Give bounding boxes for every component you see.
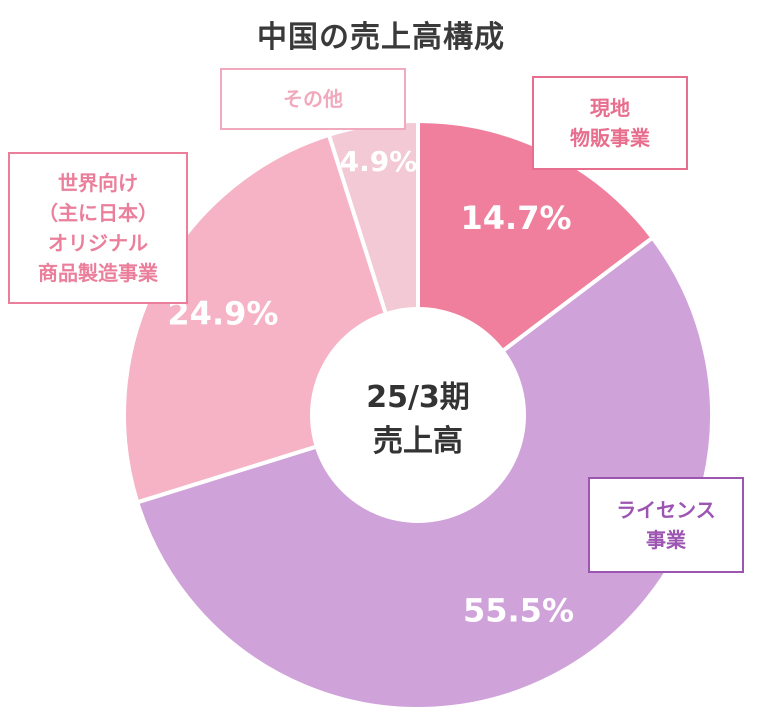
center-label-period: 25/3期 <box>366 380 470 415</box>
legend-local-line-2: 物販事業 <box>570 126 650 150</box>
chart-title: 中国の売上高構成 <box>257 20 505 55</box>
legend-orig-line-3: オリジナル <box>48 231 148 255</box>
legend-other-line-1: その他 <box>283 87 343 111</box>
pct-label-local-retail: 14.7% <box>461 199 572 237</box>
legend-orig-line-1: 世界向け <box>58 171 138 195</box>
center-label-sales: 売上高 <box>373 424 463 459</box>
legend-license-line-2: 事業 <box>646 528 686 552</box>
legend-orig-line-4: 商品製造事業 <box>38 261 158 285</box>
legend-box-other: その他 <box>220 68 406 130</box>
legend-license-line-1: ライセンス <box>616 498 716 522</box>
legend-box-license: ライセンス 事業 <box>588 477 744 573</box>
legend-orig-line-2: （主に日本） <box>38 201 158 225</box>
legend-box-original-products: 世界向け （主に日本） オリジナル 商品製造事業 <box>8 152 188 304</box>
legend-local-line-1: 現地 <box>590 96 630 120</box>
donut-hole <box>310 307 526 523</box>
pct-label-license: 55.5% <box>463 592 574 630</box>
pct-label-other: 4.9% <box>340 145 418 178</box>
legend-box-local-retail: 現地 物販事業 <box>532 76 688 170</box>
